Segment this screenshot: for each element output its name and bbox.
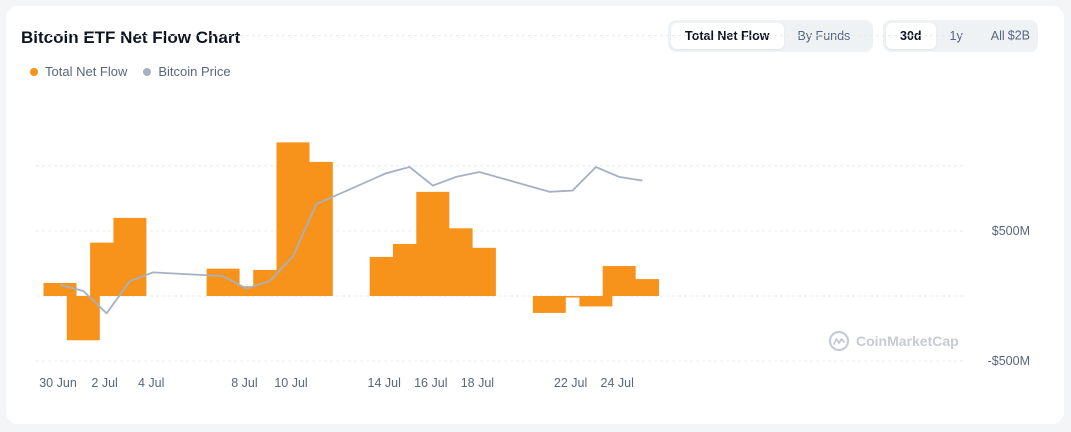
y-axis: $2B $500M -$500M [988,29,1030,369]
bitcoin-price-polyline[interactable] [59,166,643,315]
x-tick-label: 2 Jul [91,376,117,390]
net-flow-bar[interactable] [532,296,566,313]
chart-card [6,6,1064,424]
y-tick-label: -$500M [988,354,1030,368]
net-flow-bar[interactable] [113,217,147,296]
x-tick-label: 22 Jul [554,376,587,390]
net-flow-bar[interactable] [579,296,613,307]
legend-label-net-flow: Total Net Flow [45,64,128,79]
x-tick-label: 30 Jun [39,376,77,390]
x-tick-label: 4 Jul [138,376,164,390]
tab-range-all[interactable]: All [990,29,1005,43]
chart-legend: Total Net Flow Bitcoin Price [30,64,231,79]
net-flow-bar[interactable] [626,279,659,296]
watermark-text: CoinMarketCap [856,333,959,349]
y-tick-label: $2B [1008,29,1030,43]
bitcoin-price-line [59,166,643,315]
net-flow-bar[interactable] [66,296,100,341]
chart-title: Bitcoin ETF Net Flow Chart [21,28,241,47]
x-axis: 30 Jun 2 Jul 4 Jul 8 Jul 10 Jul 14 Jul 16 Jul 1… [39,376,634,390]
net-flow-bar[interactable] [229,286,263,296]
coinmarketcap-watermark: CoinMarketCap [828,330,959,352]
legend-dot-bitcoin-price [143,67,152,76]
net-flow-bars [43,142,659,341]
y-tick-label: $500M [992,224,1030,238]
x-tick-label: 16 Jul [414,376,447,390]
x-tick-label: 8 Jul [231,376,257,390]
legend-label-bitcoin-price: Bitcoin Price [158,64,231,79]
x-tick-label: 24 Jul [601,376,634,390]
x-tick-label: 14 Jul [368,376,401,390]
net-flow-bar[interactable] [556,296,590,298]
x-tick-label: 18 Jul [461,376,494,390]
net-flow-bar[interactable] [462,247,496,296]
legend-item-bitcoin-price[interactable]: Bitcoin Price [143,64,231,79]
grid-lines [36,35,965,362]
coinmarketcap-logo-icon [828,330,850,352]
x-tick-label: 10 Jul [274,376,307,390]
legend-dot-net-flow [30,67,38,76]
legend-item-net-flow[interactable]: Total Net Flow [30,64,127,79]
